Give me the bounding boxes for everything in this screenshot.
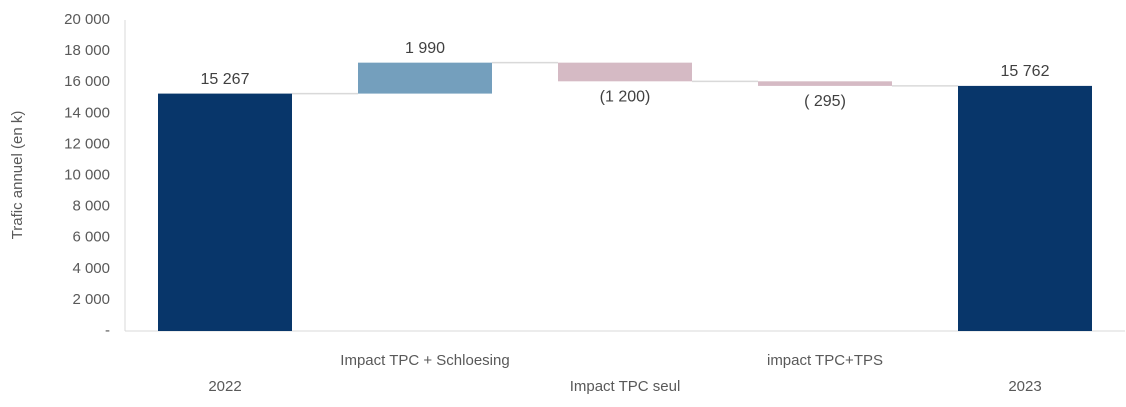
x-tick-label: Impact TPC seul <box>570 378 681 395</box>
x-tick-label: impact TPC+TPS <box>767 352 883 369</box>
bar <box>358 62 492 94</box>
data-label: (1 200) <box>600 89 651 106</box>
x-tick-label: 2022 <box>208 378 241 395</box>
bar <box>558 62 692 82</box>
y-tick-label: 10 000 <box>64 166 110 183</box>
y-tick-label: 6 000 <box>72 229 110 246</box>
y-tick-label: 20 000 <box>64 11 110 28</box>
y-tick-label: 2 000 <box>72 291 110 308</box>
y-axis-label: Trafic annuel (en k) <box>9 111 26 240</box>
y-tick-label: 4 000 <box>72 260 110 277</box>
data-label: 1 990 <box>405 40 445 57</box>
bar <box>958 85 1092 331</box>
data-label: 15 267 <box>201 71 250 88</box>
data-label: 15 762 <box>1001 63 1050 80</box>
bar <box>758 81 892 86</box>
y-tick-label: 12 000 <box>64 135 110 152</box>
y-tick-label: 16 000 <box>64 73 110 90</box>
y-tick-label: 8 000 <box>72 198 110 215</box>
x-tick-label: Impact TPC + Schloesing <box>340 352 509 369</box>
data-label: ( 295) <box>804 93 846 110</box>
y-tick-label: 14 000 <box>64 104 110 121</box>
bar <box>158 93 292 332</box>
y-tick-label: 18 000 <box>64 42 110 59</box>
x-tick-label: 2023 <box>1008 378 1041 395</box>
y-tick-label: - <box>105 322 110 339</box>
